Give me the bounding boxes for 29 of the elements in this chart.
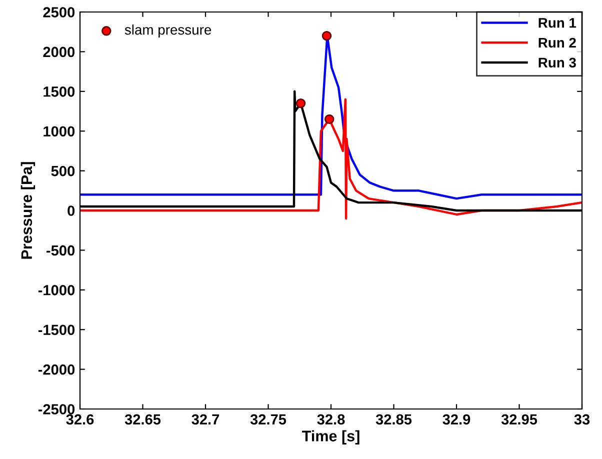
y-tick-label: 500 [51, 166, 75, 176]
point [296, 98, 306, 108]
y-tick-label: -2500 [38, 404, 75, 414]
y-tick-label: -1500 [38, 324, 75, 336]
y-tick-label: -1000 [38, 285, 75, 296]
y-axis-title: Pressure [Pa] [20, 162, 36, 259]
legend-label: Run 1 [538, 18, 576, 28]
x-tick-label: 32.75 [250, 414, 286, 425]
x-tick-label: 32.95 [501, 414, 538, 425]
y-tick-label: 0 [68, 206, 75, 216]
x-tick-label: 33 [574, 414, 590, 425]
legend-label: Run 2 [538, 38, 576, 48]
point [324, 114, 334, 124]
y-tick-label: 2000 [43, 46, 75, 58]
x-axis-title: Time [s] [302, 430, 360, 444]
y-tick-label: -2000 [38, 364, 75, 375]
point [322, 30, 332, 41]
x-tick-label: 32.8 [317, 414, 345, 425]
legend-label: Run 3 [538, 58, 576, 68]
y-tick-label: 1500 [44, 86, 75, 97]
x-tick-label: 32.6 [66, 414, 94, 425]
legend-label: slam pressure [124, 24, 212, 38]
y-tick-label: 2500 [43, 7, 75, 18]
y-tick-label: 1000 [44, 126, 75, 137]
x-tick-label: 32.65 [124, 414, 161, 425]
x-tick-label: 32.9 [442, 414, 470, 425]
x-tick-label: 32.7 [192, 414, 220, 425]
y-tick-label: -500 [46, 245, 75, 256]
x-tick-label: 32.85 [376, 414, 412, 425]
